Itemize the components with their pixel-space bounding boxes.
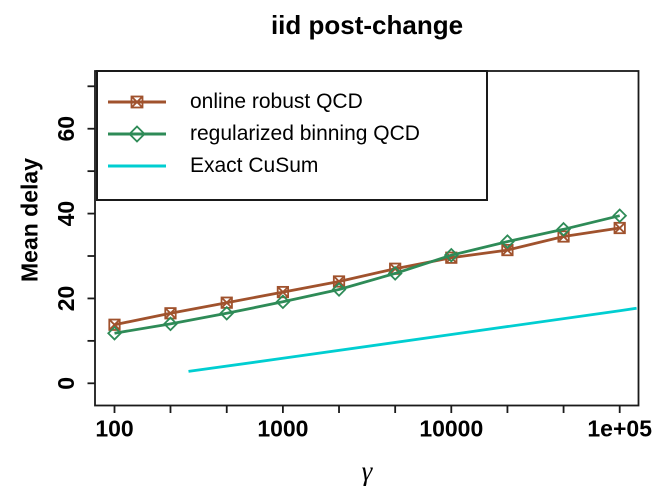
series-exact-cusum (188, 306, 637, 373)
legend-item-regularized-binning-qcd: regularized binning QCD (98, 118, 486, 150)
y-tick-label: 60 (53, 116, 79, 142)
square-x-marker-icon (108, 318, 121, 331)
diamond-marker-icon (556, 221, 572, 237)
series-online-robust-qcd (114, 226, 620, 327)
legend-label: regularized binning QCD (190, 122, 420, 145)
square-x-marker-icon (613, 222, 626, 234)
square-x-marker-icon (108, 318, 121, 331)
x-tick-label: 100 (95, 416, 133, 442)
square-x-marker-icon (220, 296, 233, 309)
diamond-marker-icon (331, 282, 347, 298)
series-regularized-binning-qcd (114, 214, 621, 335)
square-x-marker-icon (108, 95, 166, 109)
legend-item-online-robust-qcd: online robust QCD (98, 86, 486, 118)
legend-item-exact-cusum: Exact CuSum (98, 150, 486, 182)
square-x-marker-icon (501, 244, 514, 256)
x-axis-label: γ (361, 456, 373, 486)
square-x-marker-icon (557, 230, 570, 243)
legend-label: Exact CuSum (190, 154, 319, 177)
y-tick-label: 0 (53, 377, 79, 390)
diamond-marker-icon (163, 316, 178, 332)
square-x-marker-icon (277, 286, 289, 298)
line-marker-icon (108, 164, 166, 168)
diamond-marker-icon (443, 247, 459, 263)
diamond-marker-icon (108, 125, 166, 143)
square-x-marker-icon (332, 275, 346, 288)
diamond-marker-icon (612, 208, 628, 224)
diamond-marker-icon (499, 234, 515, 250)
legend: online robust QCD regularized binning QC… (96, 70, 488, 201)
square-x-marker-icon (164, 307, 177, 320)
square-x-marker-icon (501, 243, 514, 257)
y-tick-label: 40 (53, 201, 79, 227)
square-x-marker-icon (389, 262, 402, 275)
x-tick-label: 10000 (419, 416, 483, 442)
y-tick-label: 20 (53, 286, 79, 312)
legend-label: online robust QCD (190, 90, 363, 113)
diamond-marker-icon (387, 265, 403, 281)
x-tick-label: 1000 (257, 416, 308, 442)
diamond-marker-icon (219, 305, 235, 321)
diamond-marker-icon (275, 294, 291, 310)
square-x-marker-icon (333, 275, 345, 288)
square-x-marker-icon (276, 285, 290, 299)
chart-title: iid post-change (270, 10, 464, 40)
diamond-marker-icon (107, 325, 122, 341)
x-tick-label: 1e+05 (587, 416, 652, 442)
